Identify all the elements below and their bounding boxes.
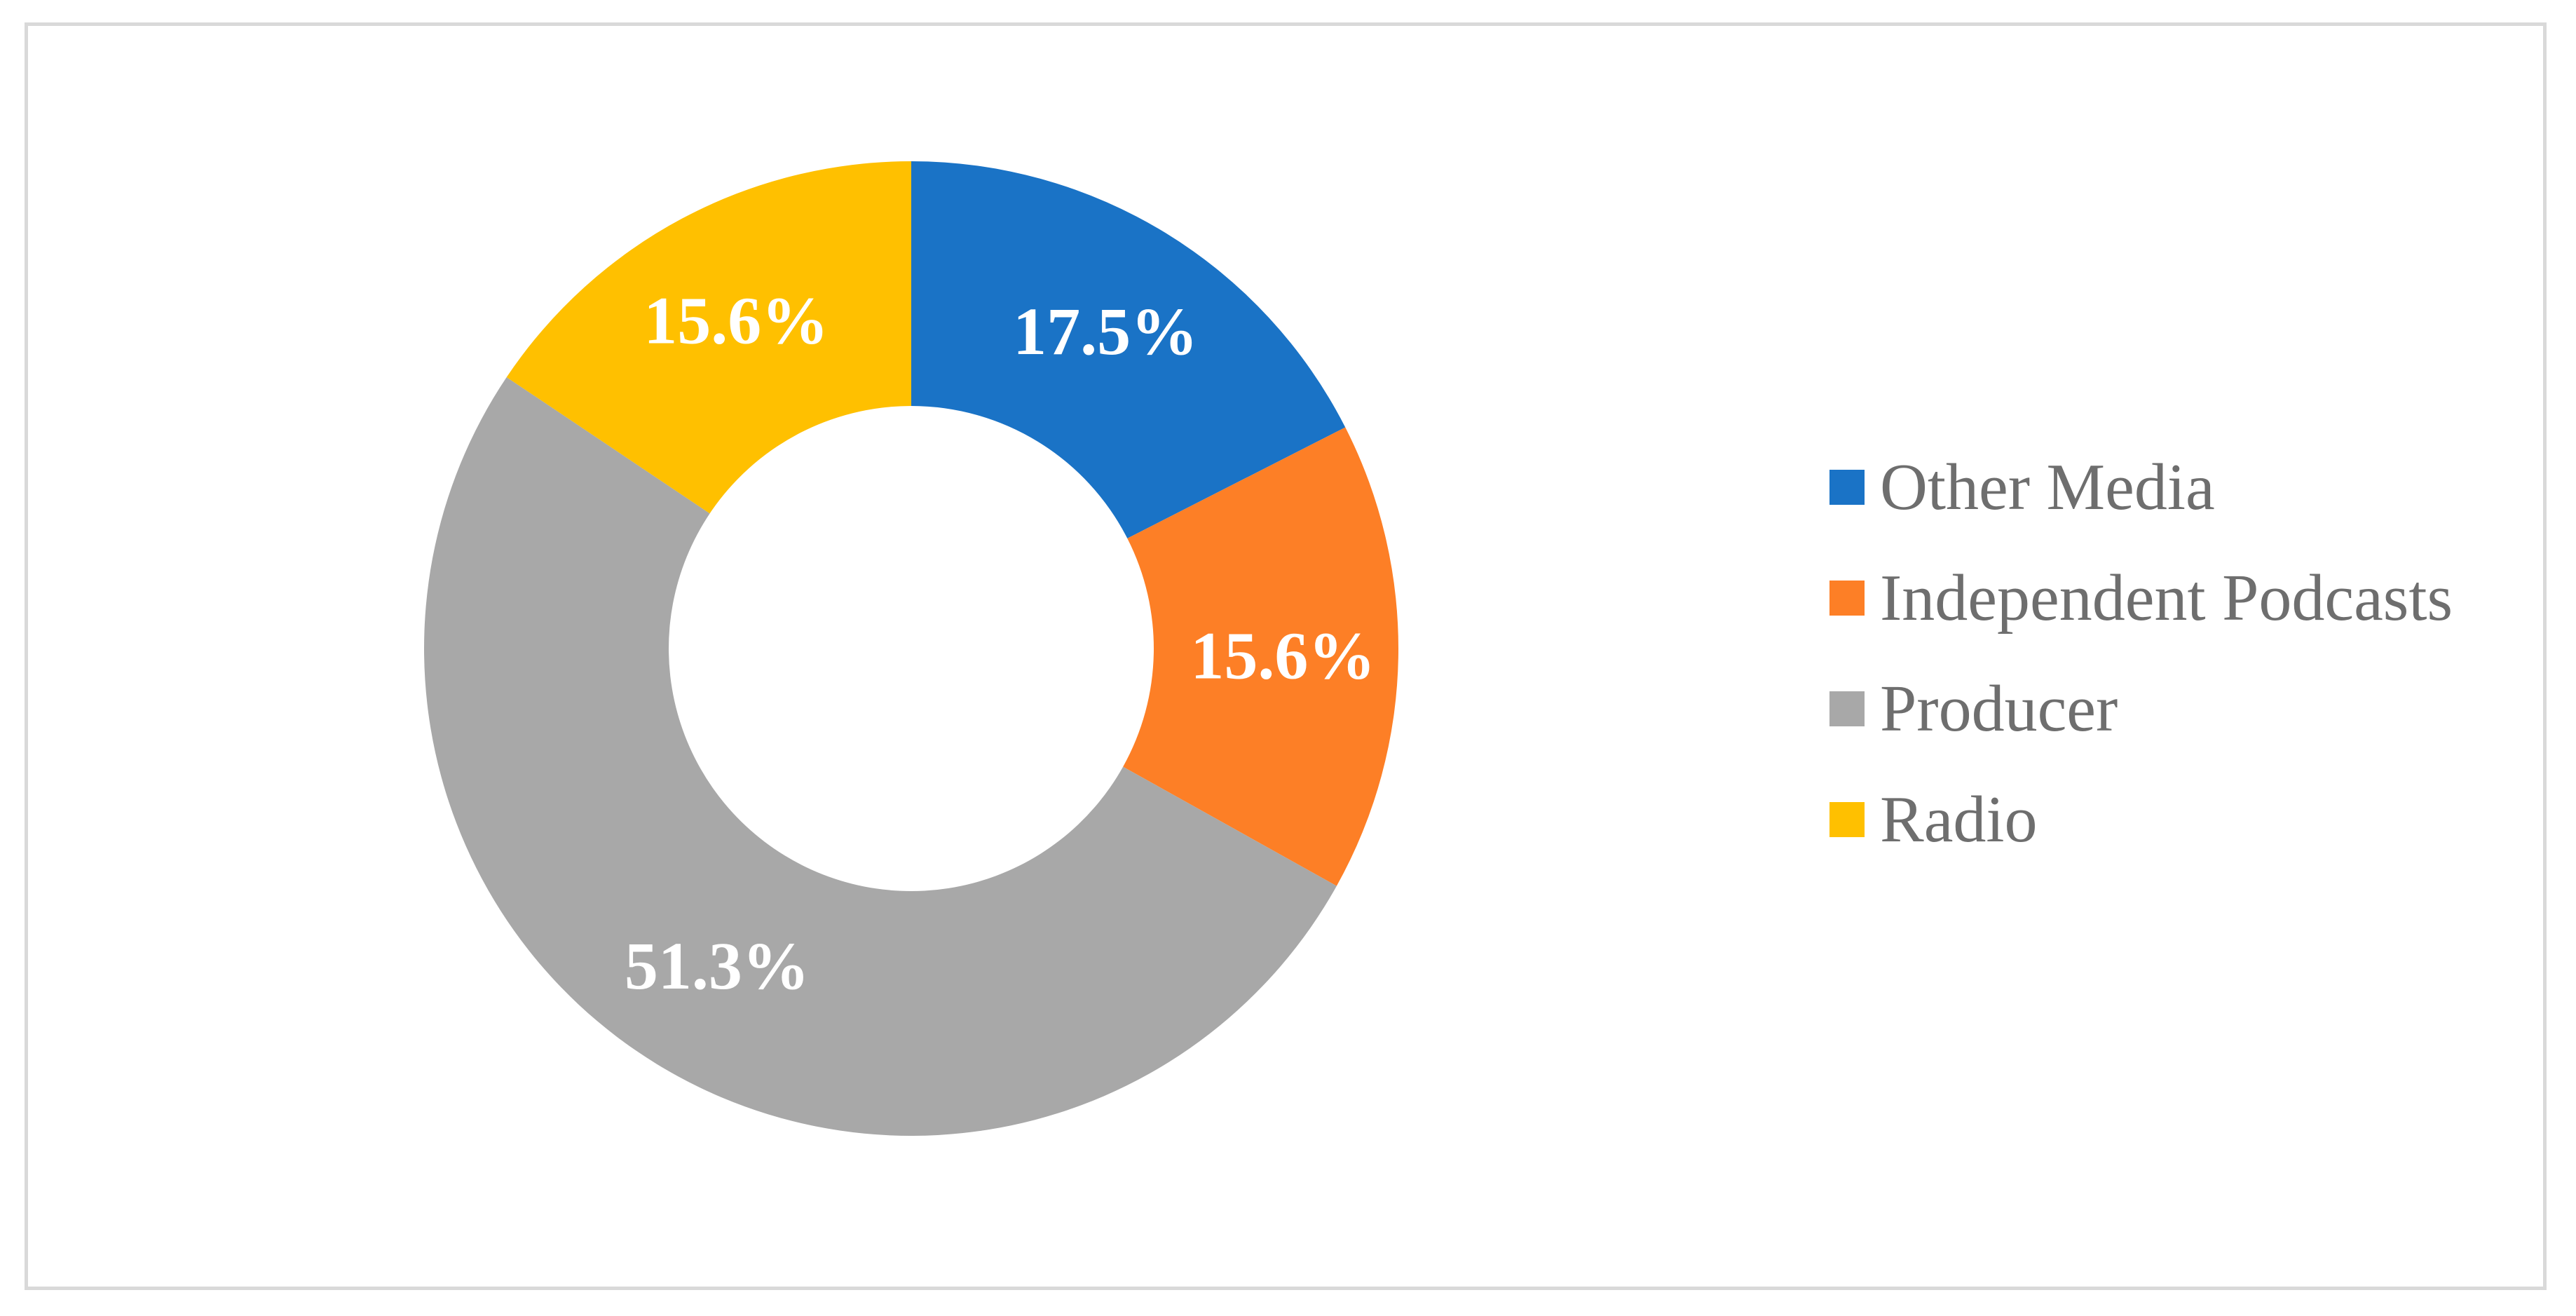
legend-swatch-producer [1829,691,1865,726]
legend-label-other-media: Other Media [1880,451,2215,524]
slice-independent-podcasts [1123,427,1398,886]
donut-slices [424,161,1398,1136]
slice-label-radio: 15.6% [643,283,829,358]
legend-swatch-independent-podcasts [1829,581,1865,616]
legend-swatch-radio [1829,802,1865,837]
legend-label-radio: Radio [1880,783,2038,856]
slice-label-other-media: 17.5% [1013,294,1198,369]
legend-label-producer: Producer [1880,672,2118,745]
slice-radio [506,161,911,514]
slice-label-producer: 51.3% [625,928,810,1003]
slice-producer [424,377,1337,1136]
legend: Other Media Independent Podcasts Producer R… [1829,451,2453,856]
legend-swatch-other-media [1829,470,1865,505]
slice-labels: 17.5% 15.6% 51.3% 15.6% [625,283,1376,1003]
slice-label-independent-podcasts: 15.6% [1190,618,1375,693]
legend-label-independent-podcasts: Independent Podcasts [1880,562,2453,635]
slice-other-media [911,161,1346,538]
